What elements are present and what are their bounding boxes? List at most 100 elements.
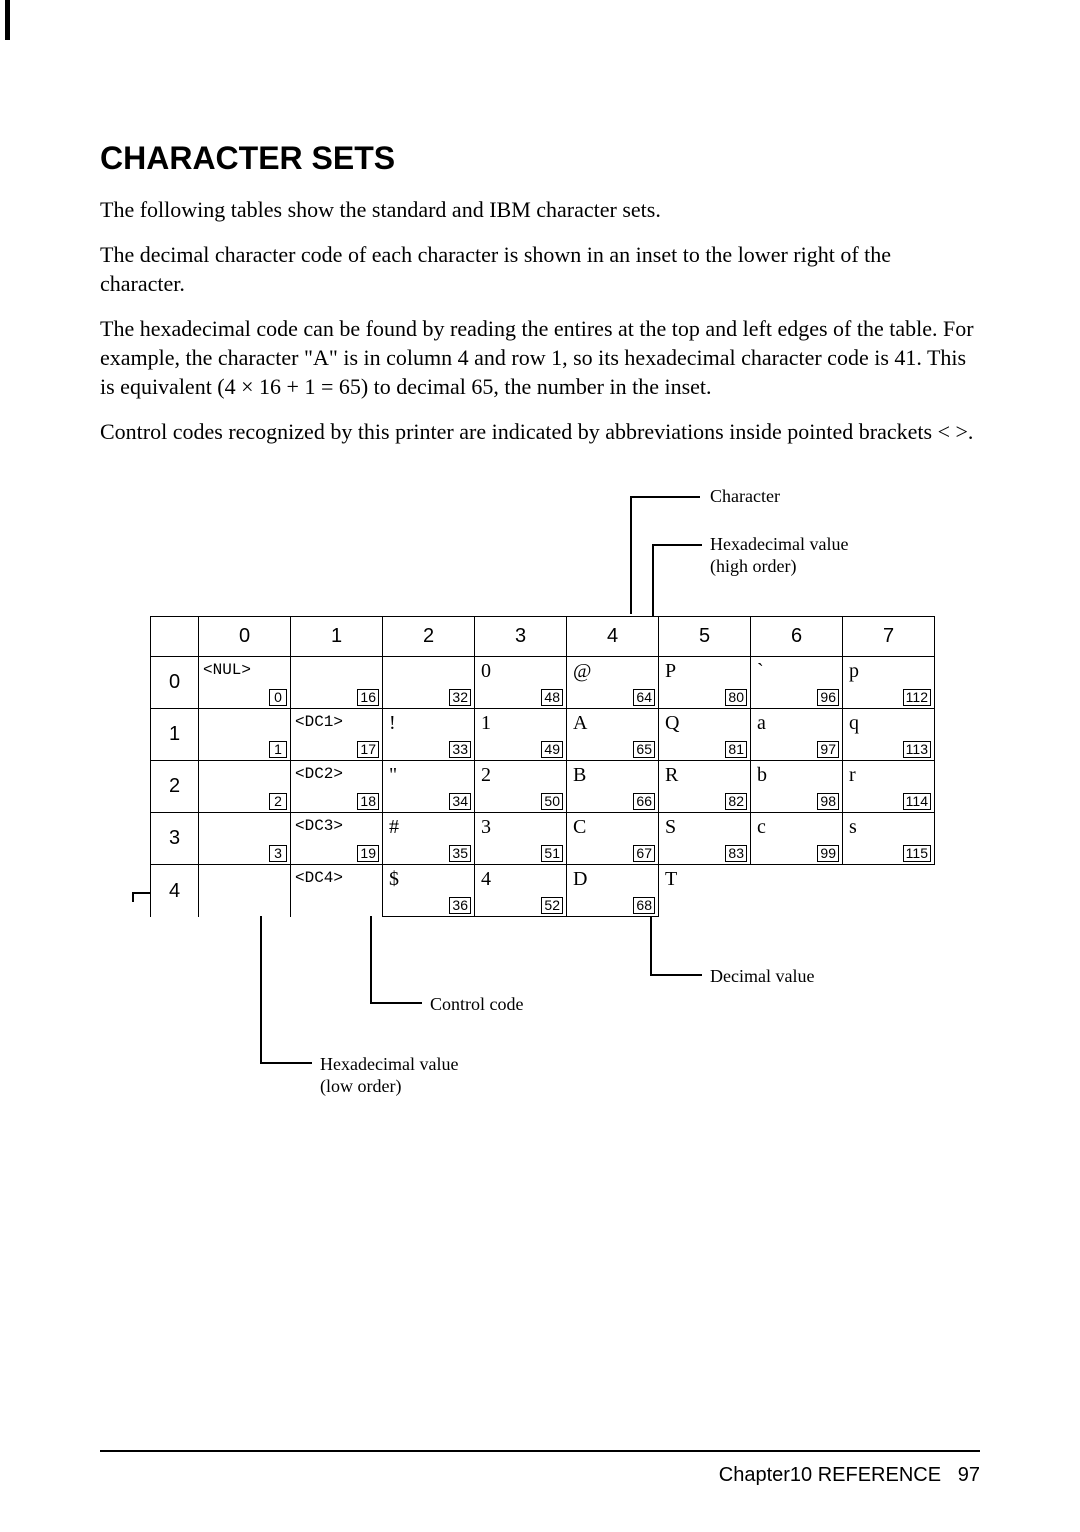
leader-control-v: [370, 916, 372, 1002]
cell-4-5: T: [659, 865, 751, 917]
cell-2-4: B66: [567, 761, 659, 813]
dec-label: 0: [269, 689, 287, 706]
paragraph-1: The following tables show the standard a…: [100, 195, 980, 224]
cell-0-1: 16: [291, 657, 383, 709]
col-head-3: 3: [475, 617, 567, 657]
col-head-5: 5: [659, 617, 751, 657]
tick-left-v: [132, 892, 134, 902]
label-hex-high: Hexadecimal value: [710, 534, 848, 555]
cell-2-3: 250: [475, 761, 567, 813]
page: CHARACTER SETS The following tables show…: [0, 0, 1080, 1532]
dec-label: 17: [357, 741, 379, 758]
col-head-7: 7: [843, 617, 935, 657]
leader-hex-high: [652, 544, 654, 616]
dec-label: 34: [449, 793, 471, 810]
cell-4-3: 452: [475, 865, 567, 917]
paragraph-2: The decimal character code of each chara…: [100, 240, 980, 298]
dec-label: 64: [633, 689, 655, 706]
row-head-1: 1: [151, 709, 199, 761]
cell-1-5: Q 81: [659, 709, 751, 761]
cell-0-3: 0 48: [475, 657, 567, 709]
footer-rule: [100, 1450, 980, 1452]
cell-1-1: <DC1> 17: [291, 709, 383, 761]
tick-left: [132, 892, 150, 894]
char-label: Q: [665, 712, 679, 735]
dec-label: 50: [541, 793, 563, 810]
char-label: A: [573, 712, 587, 735]
cell-0-5: P80: [659, 657, 751, 709]
char-label: S: [665, 816, 676, 839]
label-character: Character: [710, 486, 780, 507]
cell-3-2: #35: [383, 813, 475, 865]
cell-2-0: 2: [199, 761, 291, 813]
dec-label: 18: [357, 793, 379, 810]
cell-0-4: @64: [567, 657, 659, 709]
dec-label: 52: [541, 897, 563, 914]
dec-label: 32: [449, 689, 471, 706]
col-head-0: 0: [199, 617, 291, 657]
char-label: B: [573, 764, 586, 787]
col-head-4: 4: [567, 617, 659, 657]
cell-3-3: 351: [475, 813, 567, 865]
dec-label: 96: [817, 689, 839, 706]
char-label: $: [389, 868, 399, 891]
char-label: s: [849, 816, 857, 839]
cell-0-7: p112: [843, 657, 935, 709]
dec-label: 68: [633, 897, 655, 914]
leader-decimal-h: [650, 974, 702, 976]
dec-label: 97: [817, 741, 839, 758]
leader-hex-high-h: [652, 544, 702, 546]
cell-1-6: a97: [751, 709, 843, 761]
footer-page: 97: [958, 1464, 980, 1486]
dec-label: 1: [269, 741, 287, 758]
cell-1-7: q 113: [843, 709, 935, 761]
dec-label: 48: [541, 689, 563, 706]
dec-label: 35: [449, 845, 471, 862]
dec-label: 81: [725, 741, 747, 758]
cell-4-1: <DC4>: [291, 865, 383, 917]
dec-label: 2: [269, 793, 287, 810]
ctrl-label: <NUL>: [203, 661, 251, 679]
dec-label: 19: [357, 845, 379, 862]
dec-label: 36: [449, 897, 471, 914]
character-table-diagram: Character Hexadecimal value (high order)…: [150, 486, 1030, 1106]
dec-label: 33: [449, 741, 471, 758]
char-label: R: [665, 764, 678, 787]
cell-4-6: [751, 865, 843, 917]
leader-hexlow-v: [260, 916, 262, 1062]
char-label: #: [389, 816, 399, 839]
char-label: 0: [481, 660, 491, 683]
char-label: b: [757, 764, 767, 787]
dec-label: 49: [541, 741, 563, 758]
cell-1-3: 149: [475, 709, 567, 761]
footer-text: Chapter10 REFERENCE 97: [719, 1464, 980, 1487]
paragraph-4: Control codes recognized by this printer…: [100, 417, 980, 446]
char-label: P: [665, 660, 676, 683]
cell-3-5: S83: [659, 813, 751, 865]
leader-character: [630, 496, 632, 614]
cell-2-7: r114: [843, 761, 935, 813]
cell-3-6: c99: [751, 813, 843, 865]
cell-1-4: A 65: [567, 709, 659, 761]
cell-1-0: 1: [199, 709, 291, 761]
ctrl-label: <DC1>: [295, 713, 343, 731]
char-label: q: [849, 712, 859, 735]
label-hex-low-sub: (low order): [320, 1076, 401, 1097]
char-label: `: [757, 660, 764, 683]
cell-4-7: [843, 865, 935, 917]
cell-2-6: b98: [751, 761, 843, 813]
char-label: C: [573, 816, 586, 839]
char-label: @: [573, 660, 591, 683]
cell-0-0: <NUL> 0: [199, 657, 291, 709]
cell-3-0: 3: [199, 813, 291, 865]
dec-label: 82: [725, 793, 747, 810]
leader-decimal-v: [650, 916, 652, 974]
cell-2-5: R 82: [659, 761, 751, 813]
ctrl-label: <DC4>: [295, 869, 343, 887]
leader-control-h: [370, 1002, 422, 1004]
dec-label: 114: [903, 793, 931, 810]
dec-label: 113: [903, 741, 931, 758]
dec-label: 112: [903, 689, 931, 706]
dec-label: 99: [817, 845, 839, 862]
dec-label: 65: [633, 741, 655, 758]
